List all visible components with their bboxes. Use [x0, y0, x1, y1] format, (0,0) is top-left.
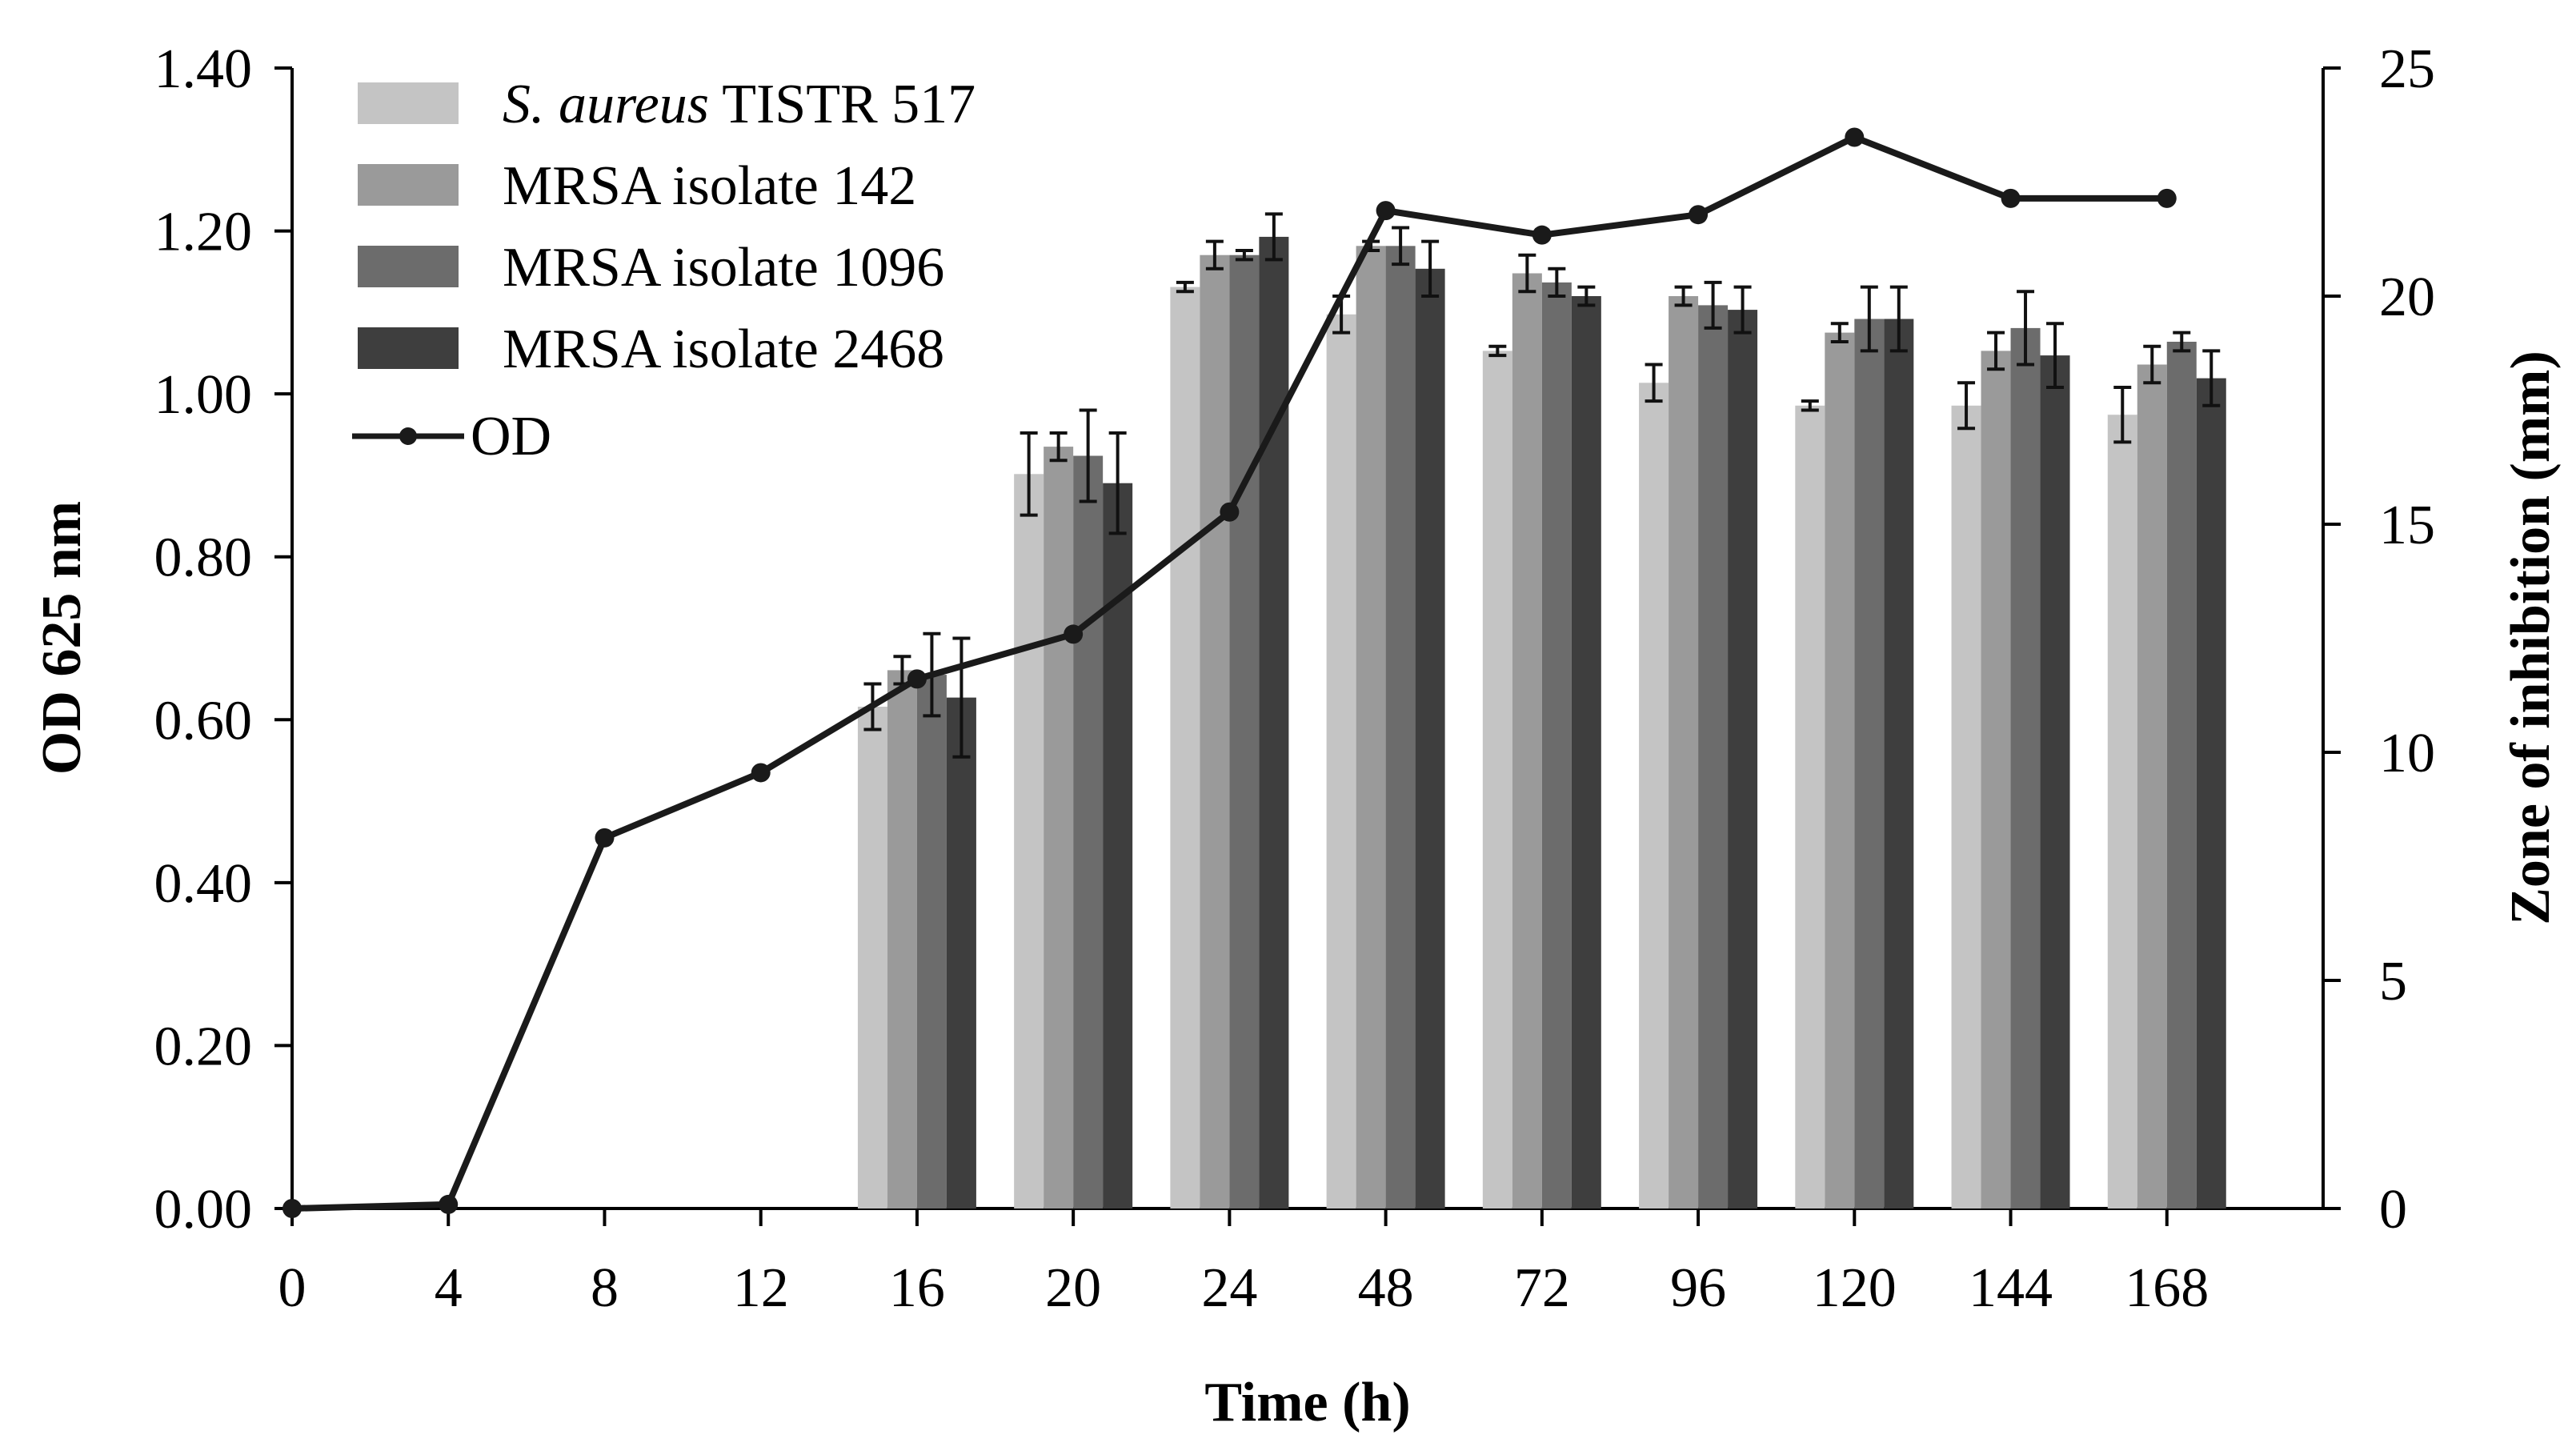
x-tick-label: 16 [889, 1257, 945, 1319]
bar-0-5 [1014, 474, 1044, 1208]
right-tick-label: 10 [2379, 723, 2435, 784]
legend-label-tistr517: S. aureus TISTR 517 [503, 74, 976, 135]
right-tick-label: 25 [2379, 38, 2435, 100]
bar-0-7 [1326, 314, 1356, 1208]
x-tick-label: 8 [591, 1257, 619, 1319]
bar-3-7 [1415, 268, 1445, 1208]
x-tick-label: 12 [733, 1257, 789, 1319]
right-y-axis-title: Zone of inhibition (mm) [2500, 351, 2562, 925]
bar-1-9 [1669, 296, 1699, 1208]
bar-1-7 [1356, 246, 1386, 1208]
x-tick-label: 4 [435, 1257, 463, 1319]
right-tick-label: 15 [2379, 495, 2435, 556]
bar-2-4 [916, 675, 947, 1208]
left-axis-ticks: 0.00 0.20 0.40 0.60 0.80 1.00 1.20 1.40 [154, 38, 292, 1241]
bar-0-8 [1482, 351, 1512, 1208]
od-point-3 [751, 763, 771, 783]
legend-label-142: MRSA isolate 142 [503, 155, 916, 217]
x-tick-label: 0 [278, 1257, 306, 1319]
bar-3-4 [946, 697, 976, 1208]
bar-series-group [857, 212, 2226, 1209]
bar-0-6 [1170, 287, 1200, 1209]
od-point-9 [1689, 205, 1709, 225]
x-tick-label: 120 [1813, 1257, 1897, 1319]
bar-0-9 [1639, 383, 1669, 1208]
legend-swatch-142 [358, 164, 459, 206]
bar-1-6 [1200, 255, 1230, 1209]
od-point-11 [2001, 188, 2021, 208]
x-tick-label: 96 [1670, 1257, 1726, 1319]
left-tick-label: 0.40 [154, 853, 253, 915]
x-tick-label: 48 [1358, 1257, 1414, 1319]
od-point-1 [439, 1194, 459, 1214]
od-point-10 [1845, 127, 1865, 147]
od-point-4 [907, 669, 927, 689]
od-point-6 [1220, 502, 1240, 522]
x-axis-title: Time (h) [1204, 1372, 1410, 1433]
od-point-8 [1532, 225, 1552, 245]
legend-label-od: OD [471, 406, 551, 467]
od-line-group [282, 127, 2177, 1218]
od-point-2 [595, 828, 615, 848]
x-tick-label: 24 [1201, 1257, 1257, 1319]
legend-swatch-tistr517 [358, 82, 459, 124]
legend-od-marker [399, 427, 417, 445]
left-y-axis-title: OD 625 nm [31, 501, 93, 775]
x-tick-label: 72 [1514, 1257, 1570, 1319]
bar-2-11 [2010, 327, 2041, 1208]
bar-3-8 [1571, 296, 1601, 1208]
legend-label-2468: MRSA isolate 2468 [503, 319, 944, 380]
bar-0-12 [2107, 415, 2137, 1208]
left-tick-label: 0.60 [154, 690, 253, 752]
bar-0-10 [1795, 405, 1825, 1208]
x-tick-label: 20 [1045, 1257, 1101, 1319]
od-point-7 [1376, 201, 1396, 221]
bar-2-10 [1854, 319, 1885, 1208]
od-point-5 [1064, 624, 1084, 644]
x-axis-ticks: 0 4 8 12 16 20 24 48 72 96 120 144 168 [278, 1208, 2209, 1319]
bar-1-11 [1981, 351, 2011, 1208]
bar-2-8 [1541, 282, 1572, 1208]
od-point-0 [282, 1199, 302, 1218]
bar-1-4 [887, 670, 917, 1208]
right-axis-ticks: 0 5 10 15 20 25 [2323, 38, 2435, 1241]
left-tick-label: 1.40 [154, 38, 253, 100]
bar-3-12 [2196, 378, 2226, 1209]
right-tick-label: 0 [2379, 1179, 2407, 1241]
bar-0-11 [1951, 405, 1981, 1208]
left-tick-label: 1.00 [154, 364, 253, 426]
legend-label-1096: MRSA isolate 1096 [503, 237, 944, 299]
bar-3-11 [2040, 355, 2070, 1209]
left-tick-label: 0.20 [154, 1016, 253, 1077]
bar-0-4 [857, 707, 887, 1208]
bar-3-9 [1728, 310, 1758, 1209]
right-tick-label: 20 [2379, 267, 2435, 328]
left-tick-label: 0.80 [154, 527, 253, 589]
bar-1-12 [2137, 364, 2167, 1208]
left-tick-label: 1.20 [154, 202, 253, 263]
left-tick-label: 0.00 [154, 1179, 253, 1241]
bar-2-6 [1229, 255, 1260, 1209]
bar-1-8 [1512, 273, 1542, 1208]
bar-2-7 [1385, 246, 1416, 1208]
bar-2-9 [1698, 305, 1729, 1208]
bar-3-6 [1259, 236, 1289, 1208]
x-tick-label: 168 [2125, 1257, 2209, 1319]
bar-2-5 [1073, 455, 1104, 1208]
legend-swatch-1096 [358, 246, 459, 287]
bar-3-10 [1884, 319, 1914, 1208]
bar-2-12 [2166, 342, 2197, 1208]
bar-1-5 [1044, 447, 1074, 1208]
right-tick-label: 5 [2379, 951, 2407, 1012]
od-point-12 [2157, 188, 2177, 208]
legend-swatch-2468 [358, 327, 459, 369]
legend: S. aureus TISTR 517 MRSA isolate 142 MRS… [352, 74, 976, 467]
x-tick-label: 144 [1969, 1257, 2053, 1319]
bar-1-10 [1825, 332, 1855, 1209]
